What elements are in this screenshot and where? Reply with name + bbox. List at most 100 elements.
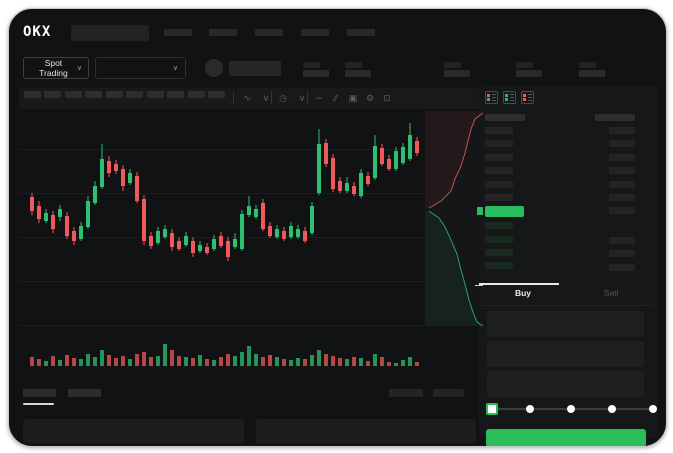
bottom-action-skeleton[interactable]	[433, 389, 464, 397]
timeframe-skeleton[interactable]	[44, 91, 61, 98]
timeframe-skeleton[interactable]	[188, 91, 205, 98]
toolbar-divider	[307, 91, 308, 104]
stat-label-skeleton	[444, 62, 461, 68]
ob-current-price-bar[interactable]	[485, 206, 524, 217]
spot-trading-button[interactable]: Spot Trading ∨	[23, 57, 89, 79]
ob-ask-row-skeleton	[485, 154, 513, 161]
slider-dot[interactable]	[649, 405, 657, 413]
nav-item-skeleton[interactable]	[301, 29, 329, 36]
book-sells-icon[interactable]	[521, 91, 534, 104]
interval-caret-icon[interactable]: ∨	[298, 93, 306, 103]
book-color-mark	[523, 94, 526, 97]
stat-label-skeleton	[345, 62, 362, 68]
ob-bid-row-skeleton	[485, 236, 513, 243]
ob-amount-row-skeleton	[609, 207, 635, 214]
ob-ask-row-skeleton	[485, 181, 513, 188]
nav-item-skeleton[interactable]	[164, 29, 192, 36]
timeframe-skeleton[interactable]	[147, 91, 164, 98]
bottom-action-skeleton[interactable]	[389, 389, 423, 397]
chart-type-icon[interactable]: ∿	[243, 93, 251, 103]
ob-bid-row-skeleton	[485, 262, 513, 269]
chevron-down-icon: ∨	[76, 64, 82, 72]
chevron-down-icon: ∨	[172, 64, 178, 72]
toolbar-divider	[233, 91, 234, 104]
bottom-input-skeleton[interactable]	[256, 419, 476, 443]
order-field-skeleton[interactable]	[487, 341, 644, 367]
ob-amount-row-skeleton	[609, 181, 635, 188]
trading-app: OKX Spot Trading ∨ ∨ ∿ ∨ ◷ ∨ ∼ ⁄⁄ ▣ ⚙ ⊡ Buy Sell	[9, 9, 666, 446]
chart-settings-icon[interactable]: ⚙	[365, 93, 375, 103]
slider-dot[interactable]	[526, 405, 534, 413]
active-tab-underline	[23, 403, 54, 405]
nav-item-skeleton[interactable]	[209, 29, 237, 36]
buy-submit-button[interactable]	[486, 429, 646, 446]
coin-avatar	[205, 59, 223, 77]
timeframe-skeleton[interactable]	[24, 91, 41, 98]
stat-value-skeleton	[516, 70, 542, 77]
fullscreen-icon[interactable]: ⊡	[383, 93, 391, 103]
ob-ask-row-skeleton	[485, 127, 513, 134]
ob-bid-row-skeleton	[485, 249, 513, 256]
ob-amount-row-skeleton	[609, 140, 635, 147]
order-field-skeleton[interactable]	[487, 371, 644, 397]
timeframe-skeleton[interactable]	[167, 91, 184, 98]
timeframe-skeleton[interactable]	[126, 91, 143, 98]
book-color-mark	[487, 94, 490, 97]
bottom-tab-skeleton[interactable]	[68, 389, 101, 397]
depth-tick	[475, 285, 483, 286]
book-line-mark	[492, 100, 496, 101]
slider-dot[interactable]	[567, 405, 575, 413]
slider-dot[interactable]	[608, 405, 616, 413]
ob-ask-row-skeleton	[485, 167, 513, 174]
chart-type-caret-icon[interactable]: ∨	[262, 93, 270, 103]
nav-item-skeleton[interactable]	[255, 29, 283, 36]
ob-left-header-skeleton	[485, 114, 525, 121]
book-both-icon[interactable]	[485, 91, 498, 104]
book-color-mark	[505, 94, 508, 97]
depth-price-marker	[477, 207, 483, 215]
book-line-mark	[510, 94, 514, 95]
book-line-mark	[492, 97, 496, 98]
buy-tab[interactable]: Buy	[514, 288, 532, 298]
stat-value-skeleton	[579, 70, 605, 77]
book-line-mark	[528, 100, 532, 101]
book-color-mark	[505, 98, 508, 101]
stat-value-skeleton	[303, 70, 329, 77]
depth-chart	[425, 111, 483, 326]
book-line-mark	[510, 97, 514, 98]
ob-amount-row-skeleton	[609, 154, 635, 161]
indicators-icon[interactable]: ∼	[315, 93, 323, 103]
ob-ask-row-skeleton	[485, 140, 513, 147]
ob-amount-row-skeleton	[609, 167, 635, 174]
timeframe-skeleton[interactable]	[208, 91, 225, 98]
pair-selector-dropdown[interactable]: ∨	[95, 57, 186, 79]
bottom-input-skeleton[interactable]	[23, 419, 244, 443]
book-line-mark	[528, 97, 532, 98]
ob-amount-row2-skeleton	[609, 237, 635, 244]
stat-label-skeleton	[579, 62, 596, 68]
timeframe-skeleton[interactable]	[85, 91, 102, 98]
book-color-mark	[487, 98, 490, 101]
timeframe-skeleton[interactable]	[65, 91, 82, 98]
draw-tools-icon[interactable]: ⁄⁄	[334, 93, 338, 103]
slider-handle[interactable]	[486, 403, 498, 415]
sell-tab[interactable]: Sell	[603, 288, 619, 298]
nav-item-skeleton[interactable]	[347, 29, 375, 36]
ob-right-header-skeleton	[595, 114, 635, 121]
search-input-skeleton[interactable]	[71, 25, 149, 41]
interval-clock-icon[interactable]: ◷	[279, 93, 287, 103]
ob-amount-row2-skeleton	[609, 250, 635, 257]
depth-curves	[425, 111, 483, 326]
screenshot-icon[interactable]: ▣	[348, 93, 358, 103]
order-field-skeleton[interactable]	[487, 311, 644, 337]
bottom-tab-skeleton[interactable]	[23, 389, 56, 397]
book-buys-icon[interactable]	[503, 91, 516, 104]
timeframe-skeleton[interactable]	[106, 91, 123, 98]
tab-separator	[479, 305, 658, 306]
stat-label-skeleton	[516, 62, 533, 68]
ob-ask-row-skeleton	[485, 194, 513, 201]
active-tab-indicator	[479, 283, 559, 285]
ob-amount-row2-skeleton	[609, 264, 635, 271]
ob-bid-row-skeleton	[485, 222, 513, 229]
pair-name-skeleton	[229, 61, 281, 76]
